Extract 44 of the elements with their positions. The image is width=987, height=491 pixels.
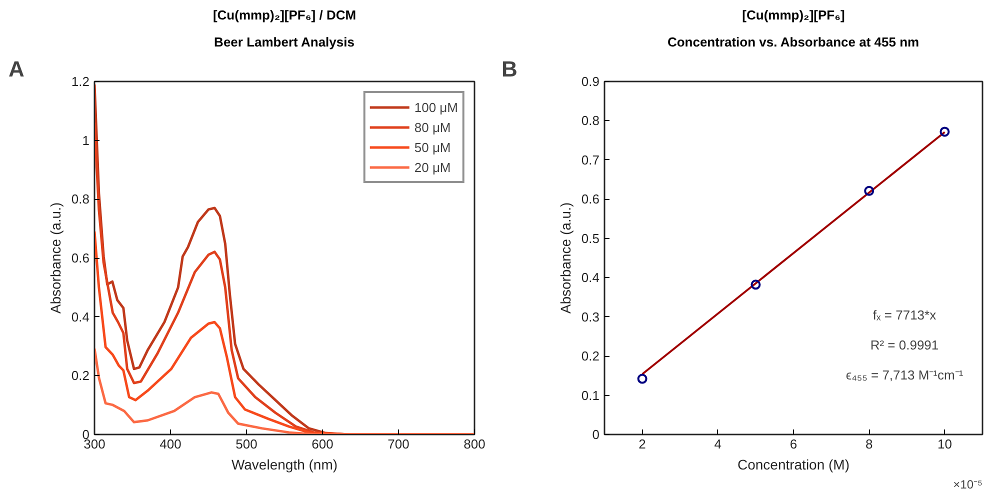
y-tick-label: 0.9 xyxy=(581,74,600,89)
y-tick-label: 0.4 xyxy=(581,270,600,286)
text: ×10⁻⁵ xyxy=(953,478,983,491)
y-tick-label: 0.7 xyxy=(581,152,600,168)
y-tick-label: 0.8 xyxy=(581,113,600,128)
legend-label: 80 μM xyxy=(414,120,451,134)
text: A xyxy=(8,56,24,82)
y-tick-label: 0.6 xyxy=(581,192,600,207)
chart-title: [Cu(mmp)₂][PF₆] / DCM xyxy=(212,8,356,22)
y-tick-label: 0.2 xyxy=(71,368,90,384)
legend-label: 100 μM xyxy=(414,100,458,114)
annotation: ϵ₄₅₅ = 7,713 M⁻¹cm⁻¹ xyxy=(846,368,964,382)
x-tick-label: 800 xyxy=(464,436,486,452)
y-axis-title: Absorbance (a.u.) xyxy=(47,202,64,314)
y-tick-label: 1 xyxy=(82,132,90,148)
annotation: R² = 0.9991 xyxy=(870,338,939,352)
y-tick-label: 0.3 xyxy=(581,309,600,324)
chart-title: [Cu(mmp)₂][PF₆] xyxy=(742,8,845,22)
y-tick-label: 1.2 xyxy=(71,74,90,89)
legend-label: 50 μM xyxy=(414,140,451,154)
x-tick-label: 400 xyxy=(160,436,182,452)
y-tick-label: 0.5 xyxy=(581,230,600,246)
x-tick-label: 2 xyxy=(638,436,646,452)
x-tick-label: 500 xyxy=(236,436,258,452)
y-tick-label: 0.1 xyxy=(581,388,600,403)
chart-subtitle: Concentration vs. Absorbance at 455 nm xyxy=(667,34,920,50)
y-tick-label: 0.6 xyxy=(71,250,90,266)
chart-subtitle: Beer Lambert Analysis xyxy=(214,34,354,50)
text: B xyxy=(502,56,518,82)
x-tick-label: 4 xyxy=(714,436,722,452)
x-tick-label: 600 xyxy=(312,436,334,452)
y-axis-title: Absorbance (a.u.) xyxy=(557,202,574,314)
annotation: fₓ = 7713*x xyxy=(872,308,937,322)
legend-label: 20 μM xyxy=(414,160,451,174)
x-tick-label: 10 xyxy=(937,436,952,452)
y-tick-label: 0.8 xyxy=(71,192,90,207)
y-tick-label: 0.2 xyxy=(581,348,600,364)
x-tick-label: 8 xyxy=(865,436,873,452)
y-tick-label: 0 xyxy=(592,427,600,442)
y-tick-label: 0.4 xyxy=(71,309,90,324)
x-axis-title: Concentration (M) xyxy=(737,456,850,472)
x-axis-title: Wavelength (nm) xyxy=(231,456,338,472)
x-tick-label: 6 xyxy=(790,436,798,452)
x-tick-label: 700 xyxy=(388,436,410,452)
